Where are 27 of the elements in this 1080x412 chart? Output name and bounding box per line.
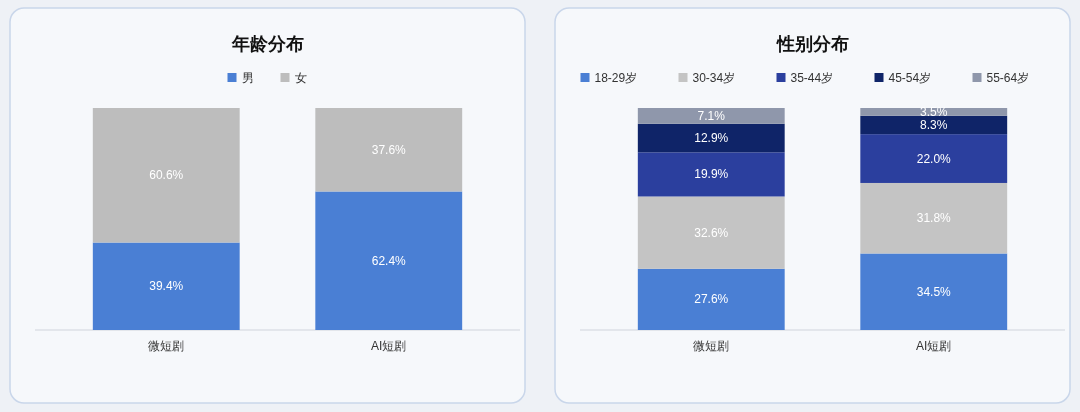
x-tick-label: AI短剧 — [371, 339, 407, 353]
data-label: 8.3% — [920, 117, 948, 132]
legend-label: 35-44岁 — [790, 71, 834, 85]
data-label: 19.9% — [694, 167, 729, 182]
data-label: 39.4% — [149, 279, 184, 294]
data-label: 3.5% — [920, 104, 948, 119]
legend-label: 18-29岁 — [594, 71, 638, 85]
data-label: 62.4% — [371, 253, 407, 268]
data-label: 22.0% — [916, 151, 952, 166]
x-tick-label: AI短剧 — [916, 339, 952, 353]
legend-label: 30-34岁 — [692, 71, 736, 85]
legend-label: 女 — [294, 71, 307, 85]
chart-title: 性别分布 — [775, 34, 849, 54]
chart-title: 年龄分布 — [230, 34, 304, 54]
data-label: 37.6% — [371, 142, 407, 157]
legend-label: 55-64岁 — [986, 71, 1030, 85]
data-label: 27.6% — [694, 292, 729, 307]
data-label: 31.8% — [916, 211, 952, 226]
data-label: 12.9% — [694, 131, 729, 146]
data-label: 7.1% — [697, 108, 726, 123]
legend-label: 男 — [241, 71, 254, 85]
data-label: 32.6% — [694, 225, 729, 240]
legend-label: 45-54岁 — [888, 71, 932, 85]
data-label: 34.5% — [916, 284, 952, 299]
data-label: 60.6% — [149, 168, 184, 183]
x-tick-label: 微短剧 — [693, 339, 730, 353]
x-tick-label: 微短剧 — [148, 339, 185, 353]
